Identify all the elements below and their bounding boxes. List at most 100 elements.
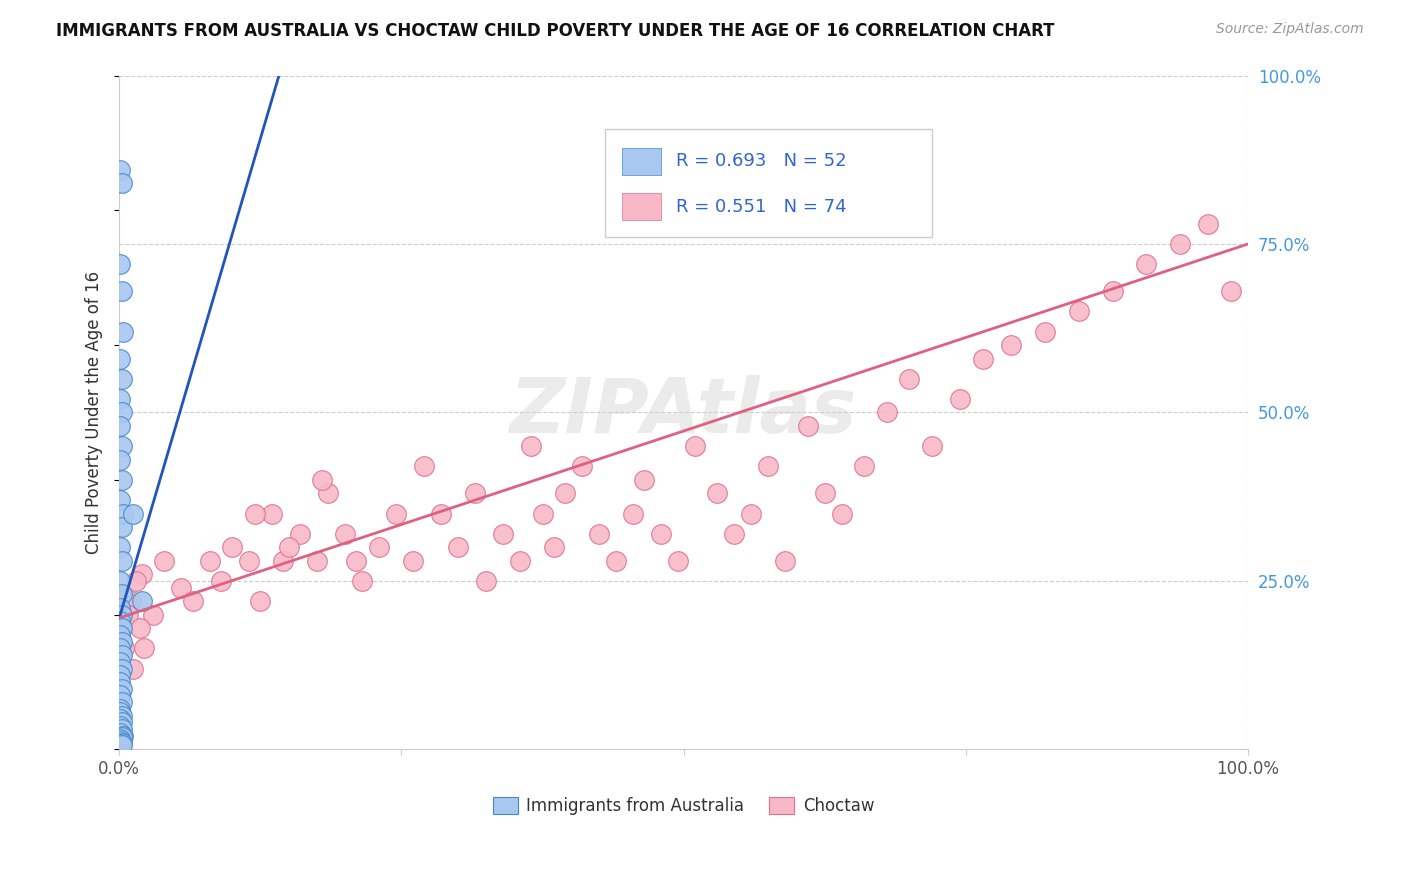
Point: [110, 708, 132, 723]
Point: [115, 594, 138, 608]
Point: [120, 594, 142, 608]
Point: [110, 372, 132, 386]
Point: [181, 594, 204, 608]
Bar: [621, 194, 661, 220]
Point: [110, 587, 132, 601]
Point: [110, 615, 132, 629]
Point: [1135, 257, 1157, 271]
Point: [311, 473, 333, 487]
Point: [447, 540, 470, 554]
Point: [110, 574, 132, 588]
Point: [723, 526, 745, 541]
Point: [898, 372, 921, 386]
Point: [121, 507, 143, 521]
Point: [142, 607, 165, 622]
Point: [621, 507, 644, 521]
Point: [110, 661, 132, 675]
Point: [112, 641, 135, 656]
Point: [117, 607, 139, 622]
Point: [554, 486, 576, 500]
Point: [110, 634, 132, 648]
Point: [949, 392, 972, 406]
Point: [110, 621, 132, 635]
Point: [288, 526, 311, 541]
Point: [814, 486, 837, 500]
Point: [1000, 338, 1022, 352]
Point: [128, 621, 150, 635]
Point: [110, 520, 132, 534]
Point: [221, 540, 243, 554]
Point: [520, 439, 543, 453]
Point: [110, 452, 132, 467]
Point: [110, 695, 132, 709]
Point: [740, 507, 762, 521]
Point: [132, 641, 155, 656]
Text: R = 0.693   N = 52: R = 0.693 N = 52: [676, 153, 846, 170]
Point: [876, 405, 898, 419]
Point: [543, 540, 565, 554]
Point: [588, 526, 610, 541]
Point: [110, 600, 132, 615]
Point: [650, 526, 672, 541]
Point: [110, 392, 132, 406]
Text: Source: ZipAtlas.com: Source: ZipAtlas.com: [1216, 22, 1364, 37]
Point: [249, 594, 271, 608]
Point: [110, 177, 132, 191]
Point: [350, 574, 373, 588]
Point: [111, 507, 134, 521]
Point: [110, 607, 132, 622]
Point: [1220, 284, 1243, 298]
Point: [853, 459, 876, 474]
Bar: [621, 147, 661, 175]
Point: [666, 554, 689, 568]
Point: [921, 439, 943, 453]
FancyBboxPatch shape: [605, 129, 932, 237]
Legend: Immigrants from Australia, Choctaw: Immigrants from Australia, Choctaw: [486, 790, 882, 822]
Point: [344, 554, 367, 568]
Point: [110, 439, 132, 453]
Point: [170, 581, 193, 595]
Point: [110, 675, 132, 690]
Point: [706, 486, 728, 500]
Point: [110, 681, 132, 696]
Point: [110, 419, 132, 434]
Point: [1168, 237, 1191, 252]
Point: [110, 715, 132, 730]
Point: [571, 459, 593, 474]
Point: [243, 507, 266, 521]
Point: [110, 712, 132, 726]
Point: [110, 668, 132, 682]
Point: [1033, 325, 1056, 339]
Point: [110, 722, 132, 736]
Point: [367, 540, 389, 554]
Point: [1067, 304, 1090, 318]
Point: [633, 473, 655, 487]
Point: [333, 526, 356, 541]
Point: [111, 729, 134, 743]
Point: [110, 706, 132, 720]
Point: [131, 594, 153, 608]
Point: [110, 473, 132, 487]
Point: [110, 628, 132, 642]
Point: [110, 736, 132, 750]
Point: [110, 162, 132, 177]
Point: [111, 325, 134, 339]
Point: [153, 554, 176, 568]
Point: [125, 574, 148, 588]
Point: [209, 574, 232, 588]
Point: [110, 641, 132, 656]
Point: [773, 554, 796, 568]
Text: ZIPAtlas: ZIPAtlas: [510, 376, 858, 450]
Point: [683, 439, 706, 453]
Point: [110, 734, 132, 748]
Point: [492, 526, 515, 541]
Point: [110, 405, 132, 419]
Point: [831, 507, 853, 521]
Point: [464, 486, 486, 500]
Point: [1101, 284, 1123, 298]
Point: [110, 739, 132, 753]
Point: [475, 574, 498, 588]
Point: [305, 554, 328, 568]
Point: [110, 284, 132, 298]
Point: [316, 486, 339, 500]
